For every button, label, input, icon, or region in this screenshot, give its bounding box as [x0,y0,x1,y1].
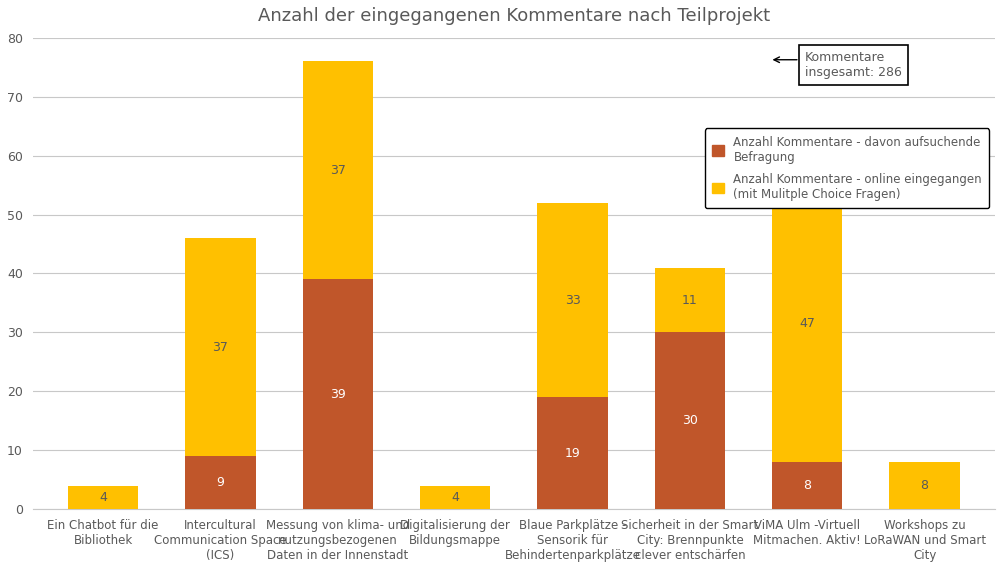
Bar [889,462,960,509]
Text: Kommentare
insgesamt: 286: Kommentare insgesamt: 286 [805,51,901,79]
Bar [772,462,842,509]
Text: 30: 30 [682,414,698,427]
Bar [420,486,490,509]
Text: 4: 4 [100,491,107,504]
Text: 8: 8 [803,479,811,492]
Text: 4: 4 [452,491,459,504]
Bar [185,456,256,509]
Title: Anzahl der eingegangenen Kommentare nach Teilprojekt: Anzahl der eingegangenen Kommentare nach… [258,7,770,25]
Text: 37: 37 [330,164,346,177]
Text: 9: 9 [216,476,224,489]
Bar [303,61,373,279]
Text: 11: 11 [682,294,698,307]
Bar [655,267,725,332]
Text: 47: 47 [800,317,815,330]
Bar [655,332,725,509]
Text: 37: 37 [212,341,228,354]
Text: 33: 33 [564,294,580,307]
Bar [303,279,373,509]
Bar [67,486,138,509]
Bar [185,238,256,456]
Bar [772,185,842,462]
Bar [537,397,608,509]
Text: 8: 8 [920,479,929,492]
Legend: Anzahl Kommentare - davon aufsuchende
Befragung, Anzahl Kommentare - online eing: Anzahl Kommentare - davon aufsuchende Be… [705,129,989,208]
Text: 39: 39 [330,388,346,401]
Text: 19: 19 [564,447,580,460]
Bar [537,203,608,397]
